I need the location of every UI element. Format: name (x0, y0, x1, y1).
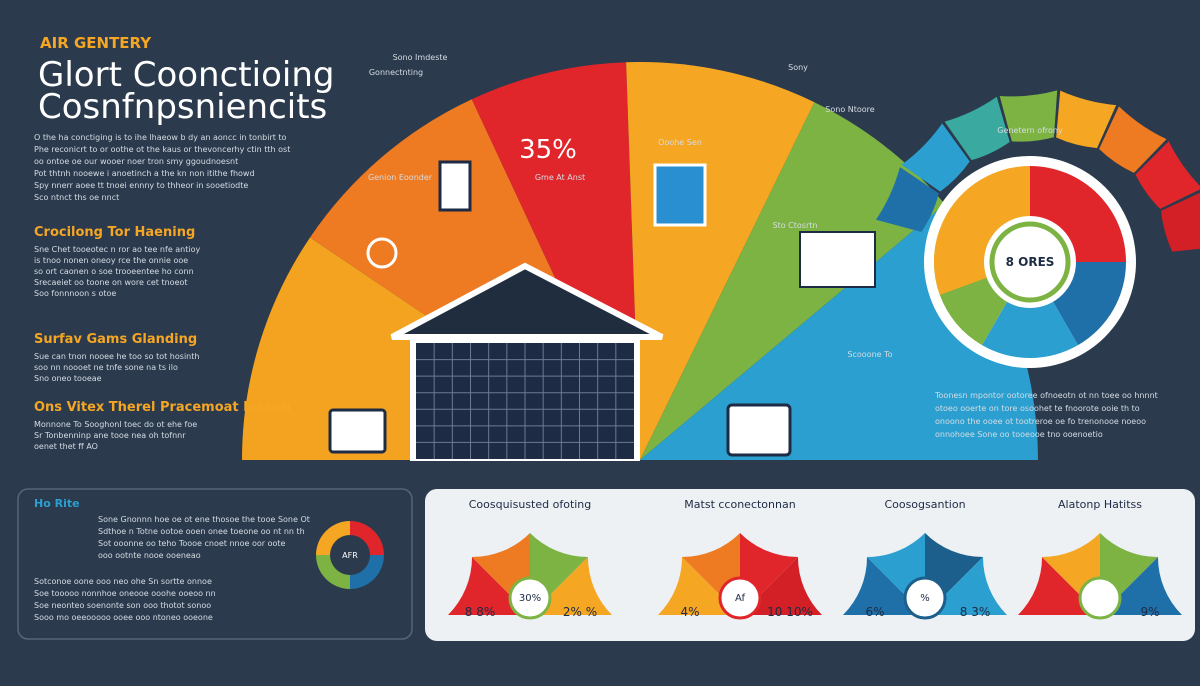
info-line: Sotconoe oone ooo neo ohe Sn sortte onno… (34, 577, 212, 586)
gauge-hub (1078, 576, 1122, 620)
intro-line: O the ha conctiging is to ihe lhaeow b d… (34, 133, 287, 142)
gauge-center: % (920, 593, 930, 604)
fan-label: Sony (788, 63, 808, 72)
intro-line: Sco ntnct ths oe nnct (34, 193, 119, 202)
section-line: is tnoo nonen oneoy rce the onnie ooe (34, 256, 188, 265)
gauge-hub (903, 576, 947, 620)
gauge-title: Coosquisusted ofoting (469, 498, 592, 511)
section-line: oenet thet ff AO (34, 442, 98, 451)
section-line: Sno oneo tooeae (34, 374, 102, 383)
donut-inner-ring (989, 221, 1071, 303)
kicker: AIR GENTERY (40, 34, 152, 52)
mini-donut-segment (350, 555, 384, 589)
mini-donut-segment (350, 521, 384, 555)
info-line: Sot ooonne oo teho Toooe cnoet nnoe oor … (98, 539, 286, 548)
intro-line: Spy nnerr aoee tt tnoei ennny to thheor … (34, 181, 248, 190)
fan-label: Sono Imdeste (393, 53, 448, 62)
gauge-right: 9% (1140, 605, 1159, 619)
section-line: Soo fonnnoon s otoe (34, 289, 116, 298)
ring-segment (1099, 106, 1167, 173)
ring-segment (1161, 192, 1200, 252)
info-line: Soe neonteo soenonte son ooo thotot sono… (34, 601, 211, 610)
section-line: soo nn noooet ne tnfe sone na ts ilo (34, 363, 178, 372)
section-heading: Ons Vitex Therel Pracemoat Inssoh (34, 400, 291, 415)
mini-donut-segment (316, 521, 350, 555)
fan-wedge (626, 62, 815, 461)
subtitle: Cosnfnpsniencits (38, 87, 327, 127)
icon-panel (653, 163, 707, 227)
icon-building (799, 231, 876, 288)
fan-label: Genion Eoonder (368, 173, 433, 182)
percent-caption: Gme At Anst (535, 173, 585, 182)
section-line: Srecaeiet oo toone on wore cet tnoeot (34, 278, 188, 287)
percent: 35% (519, 135, 577, 165)
ring-label: Genetern ofrony (997, 126, 1063, 135)
fan-label: Ooohe Sen (658, 138, 702, 147)
info-line: Sone Gnonnn hoe oe ot ene thosoe the too… (98, 515, 310, 524)
section-line: so ort caonen o soe trooeentee ho conn (34, 267, 194, 276)
fan-label: Scooone To (847, 350, 892, 359)
gauge-center: Af (735, 593, 745, 604)
fan-label: Gonnectnting (369, 68, 423, 77)
gauge-left: 4% (680, 605, 699, 619)
info-line: ooo ootnte nooe ooeneao (98, 551, 201, 560)
section-line: Sr Tonbenninp ane tooe nea oh tofnnr (34, 431, 186, 440)
gauge-left: 6% (865, 605, 884, 619)
fan-label: Sono Ntoore (825, 105, 875, 114)
ring-chart (875, 90, 1200, 368)
title: Glort Coonctioing (38, 55, 334, 95)
fan-wedge (640, 102, 945, 460)
gauge-hub (718, 576, 762, 620)
section-line: Monnone To Sooghonl toec do ot ehe foe (34, 420, 197, 429)
icon-monitor (328, 408, 387, 454)
icon-panel (438, 160, 472, 212)
donut-center: 8 ORES (1006, 255, 1055, 269)
intro-line: oo ontoe oe our wooer noer tron smy ggou… (34, 157, 238, 166)
section-line: Sue can tnon nooee he too so tot hosinth (34, 352, 199, 361)
gauge-title: Coosogsantion (884, 498, 965, 511)
gauge-panel (425, 489, 1195, 641)
ring-segment (1135, 141, 1200, 209)
section-heading: Crocilong Tor Haening (34, 225, 195, 240)
ring-segment (875, 167, 939, 232)
right-line: onoono the ooee ot tootreroe oe fo treno… (935, 417, 1146, 426)
info-line: Sooo mo oeeooooo ooee ooo ntoneo ooeone (34, 613, 213, 622)
ring-segment (944, 96, 1010, 161)
ring-segment (1056, 90, 1117, 149)
gauge-hub (508, 576, 552, 620)
info-title: Ho Rite (34, 497, 80, 510)
intro-line: Pot thtnh nooewe i anoetinch a the kn no… (34, 169, 255, 178)
right-line: Toonesn mpontor ootoree ofnoeotn ot nn t… (934, 391, 1158, 400)
mini-donut-segment (316, 555, 350, 589)
info-line: Soe tooooo nonnhoe oneooe ooohe ooeoo nn (34, 589, 216, 598)
right-line: onnohoee Sone oo tooeooe tno ooenoetio (935, 430, 1103, 439)
right-line: otoeo ooerte on tore osoohet te fnoorote… (935, 404, 1140, 413)
house (390, 262, 664, 461)
gauge-title: Matst cconectonnan (684, 498, 795, 511)
gauge-right: 2% % (563, 605, 597, 619)
info-box (17, 488, 413, 640)
content: AIR GENTERY Glort CoonctioingCosnfnpsnien… (34, 34, 1182, 622)
section-heading: Surfav Gams Glanding (34, 332, 197, 347)
icon-gauge (366, 237, 398, 269)
panel-grid (416, 343, 634, 459)
ring-segment (999, 90, 1058, 142)
gauge-right: 10 10% (767, 605, 813, 619)
gauge-center: 30% (519, 593, 541, 604)
intro-line: Phe reconicrt to or oothe ot the kaus or… (34, 145, 290, 154)
donut-segment (982, 262, 1078, 358)
donut-segment (934, 229, 1030, 295)
gauge-left: 8 8% (465, 605, 496, 619)
section-line: Sne Chet tooeotec n ror ao tee nfe antio… (34, 245, 201, 254)
gauge-right: 8 3% (960, 605, 991, 619)
ring-segment (901, 123, 970, 192)
icon-ac-unit (726, 403, 792, 457)
info-line: Sdthoe n Totne ootoe ooen onee toeone oo… (98, 527, 305, 536)
donut-hole (984, 216, 1076, 308)
gauge-title: Alatonp Hatitss (1058, 498, 1142, 511)
fan-label: Sto Ctosrtn (773, 221, 818, 230)
mini-donut-label: AFR (342, 551, 358, 560)
